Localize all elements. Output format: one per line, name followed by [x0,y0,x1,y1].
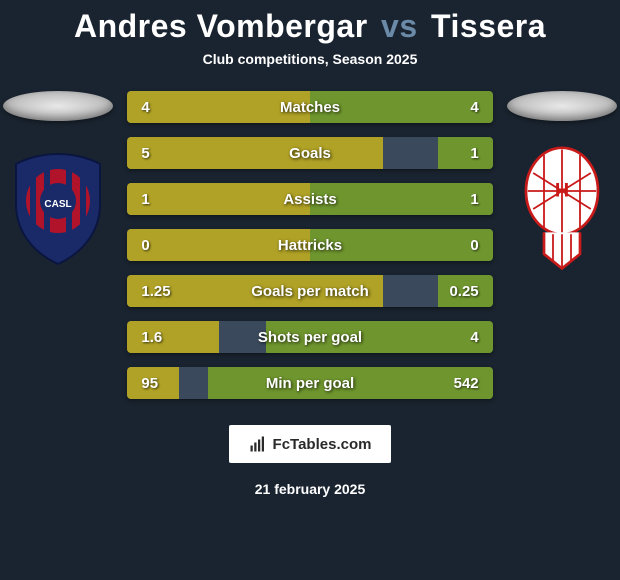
stat-row: 11Assists [127,183,492,215]
pedestal-left [3,91,113,121]
pedestal-right [507,91,617,121]
stat-row: 1.250.25Goals per match [127,275,492,307]
stat-label: Min per goal [127,375,492,392]
stat-label: Assists [127,191,492,208]
player1-name: Andres Vombergar [74,8,368,44]
brand-text: FcTables.com [273,436,372,453]
subtitle: Club competitions, Season 2025 [203,51,418,67]
stat-label: Matches [127,99,492,116]
right-column: H [505,91,620,269]
stat-row: 51Goals [127,137,492,169]
club-crest-right: H [512,149,612,269]
crest-left-icon: CASL [8,149,108,269]
card-title: Andres Vombergar vs Tissera [74,8,546,45]
svg-text:CASL: CASL [44,199,71,210]
brand-badge: FcTables.com [229,425,392,463]
main-row: CASL 44Matches 51Goals 11Assists 00Hattrick… [0,91,620,399]
crest-right-icon: H [517,146,607,272]
stat-label: Goals per match [127,283,492,300]
brand-logo-icon [249,435,267,453]
stat-row: 1.64Shots per goal [127,321,492,353]
svg-text:H: H [555,179,569,201]
left-column: CASL [0,91,115,269]
stat-column: 44Matches 51Goals 11Assists 00Hattricks 1.25… [127,91,492,399]
stat-row: 44Matches [127,91,492,123]
date-label: 21 february 2025 [255,481,366,497]
stat-label: Hattricks [127,237,492,254]
stat-row: 95542Min per goal [127,367,492,399]
comparison-card: Andres Vombergar vs Tissera Club competi… [0,0,620,580]
stat-row: 00Hattricks [127,229,492,261]
stat-label: Shots per goal [127,329,492,346]
stat-label: Goals [127,145,492,162]
player2-name: Tissera [431,8,546,44]
club-crest-left: CASL [8,149,108,269]
vs-label: vs [377,8,422,44]
